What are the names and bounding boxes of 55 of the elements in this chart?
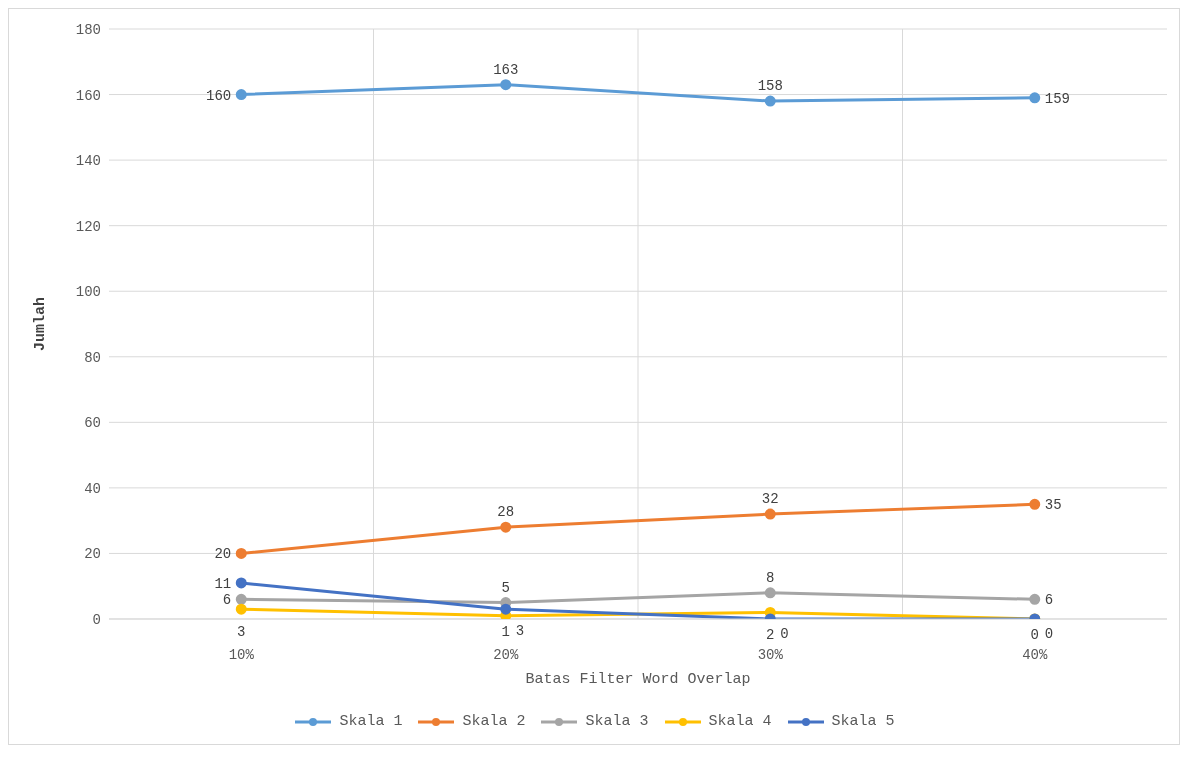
point	[235, 603, 247, 615]
data-label: 32	[761, 491, 779, 508]
data-label: 158	[757, 78, 783, 95]
y-tick-label: 20	[84, 546, 101, 563]
data-label: 8	[766, 569, 775, 586]
data-label: 0	[1044, 626, 1054, 642]
data-label: 3	[237, 624, 246, 641]
legend-label: Skala 2	[462, 713, 526, 730]
data-label: 163	[493, 61, 519, 78]
point	[235, 547, 247, 559]
point	[500, 603, 512, 615]
data-label: 3	[515, 623, 525, 640]
data-label: 35	[1044, 497, 1062, 514]
y-tick-label: 180	[75, 21, 101, 38]
point	[1029, 498, 1041, 510]
data-label: 6	[1044, 592, 1054, 609]
point	[235, 89, 247, 101]
point	[1029, 92, 1041, 104]
legend-label: Skala 1	[339, 713, 403, 730]
data-label: 1	[501, 623, 510, 640]
point	[764, 587, 776, 599]
y-tick-label: 100	[75, 284, 101, 301]
y-tick-label: 60	[84, 415, 101, 432]
point	[1029, 593, 1041, 605]
y-tick-label: 160	[75, 87, 101, 104]
y-tick-label: 0	[92, 611, 101, 628]
point	[235, 593, 247, 605]
x-tick-label: 40%	[1022, 646, 1048, 663]
y-tick-label: 40	[84, 480, 101, 497]
data-label: 160	[206, 87, 232, 104]
data-label: 11	[214, 575, 232, 592]
y-axis-title: Jumlah	[32, 296, 50, 352]
y-tick-label: 80	[84, 349, 101, 366]
data-label: 5	[501, 579, 510, 596]
legend-label: Skala 3	[585, 713, 649, 730]
point	[235, 577, 247, 589]
x-tick-label: 10%	[228, 646, 255, 663]
point	[500, 79, 512, 91]
data-label: 2	[766, 627, 775, 644]
data-label: 20	[214, 546, 232, 563]
x-axis-title: Batas Filter Word Overlap	[525, 671, 751, 688]
point	[764, 95, 776, 107]
y-tick-label: 120	[75, 218, 101, 235]
y-tick-label: 140	[75, 153, 101, 170]
x-tick-label: 20%	[493, 646, 519, 663]
data-label: 0	[780, 626, 789, 642]
x-tick-label: 30%	[757, 646, 784, 663]
legend-label: Skala 5	[831, 713, 895, 730]
data-label: 28	[497, 504, 515, 521]
legend-label: Skala 4	[708, 713, 772, 730]
point	[764, 508, 776, 520]
data-label: 159	[1044, 90, 1070, 107]
data-label: 0	[1030, 627, 1039, 643]
data-label: 6	[222, 592, 232, 609]
point	[500, 521, 512, 533]
